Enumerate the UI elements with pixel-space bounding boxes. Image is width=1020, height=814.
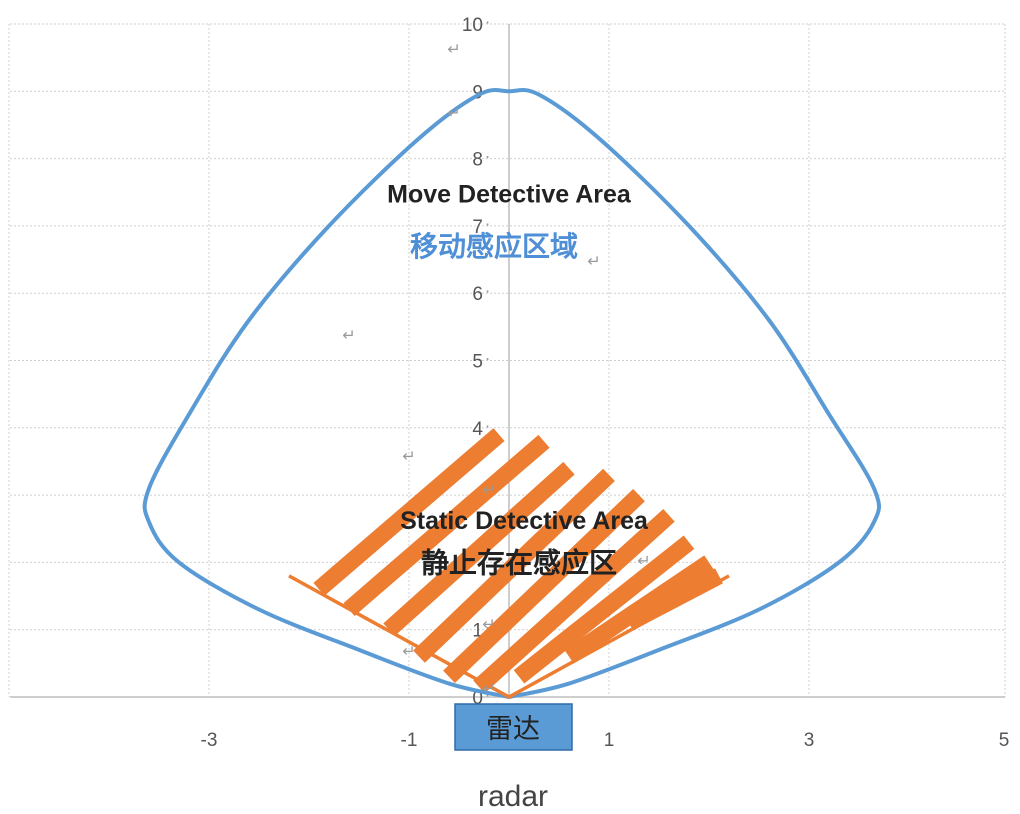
return-mark: ↵ — [587, 251, 600, 270]
static-detection-wedge — [288, 574, 730, 699]
y-tick-label: 5 — [472, 352, 483, 373]
y-tick-mark: · — [485, 215, 490, 234]
static-area-hatching — [313, 428, 723, 694]
y-tick-mark: · — [485, 13, 490, 32]
y-tick-label: 0 — [472, 688, 483, 709]
x-tick-label: 1 — [604, 730, 615, 751]
return-marks: ↵↵↵↵↵↵↵↵↵↵↵ — [342, 39, 650, 734]
radar-marker: 雷达 — [454, 703, 573, 751]
y-tick-label: 8 — [472, 150, 483, 171]
annotation-move-en: Move Detective Area — [387, 180, 632, 208]
move-detection-boundary — [142, 88, 881, 699]
return-mark: ↵ — [482, 679, 495, 698]
y-tick-label: 1 — [472, 621, 483, 642]
hatch-stripe — [343, 434, 550, 616]
y-tick-mark: · — [485, 350, 490, 369]
hatch-stripe — [383, 461, 575, 637]
radar-box-label: 雷达 — [486, 714, 540, 745]
hatch-stripe — [513, 535, 695, 684]
series-lines — [142, 88, 881, 699]
y-tick-mark: · — [485, 417, 490, 436]
gridlines — [8, 23, 1006, 697]
x-tick-label: 3 — [804, 730, 815, 751]
hatch-stripe — [443, 488, 645, 683]
y-tick-label: 10 — [462, 15, 483, 36]
radar-box — [454, 703, 573, 751]
y-tick-mark: · — [485, 282, 490, 301]
y-tick-label: 7 — [472, 217, 483, 238]
x-tick-label: 5 — [999, 730, 1010, 751]
return-mark: ↵ — [342, 325, 355, 344]
y-tick-mark: · — [485, 148, 490, 167]
return-mark: ↵ — [447, 39, 460, 58]
y-tick-label: 4 — [472, 419, 483, 440]
return-mark: ↵ — [402, 446, 415, 465]
x-tick-label: -3 — [201, 730, 218, 751]
hatch-stripe — [413, 468, 615, 663]
return-mark: ↵ — [402, 642, 415, 661]
return-mark: ↵ — [637, 551, 650, 570]
y-tick-label: 9 — [472, 82, 483, 103]
annotation-move-cn: 移动感应区域 — [410, 230, 578, 263]
x-axis-label: radar — [478, 780, 548, 813]
annotation-static-en: Static Detective Area — [400, 507, 649, 535]
return-mark: ↵ — [447, 103, 460, 122]
annotations: Move Detective Area 移动感应区域 Static Detectiv… — [387, 180, 649, 579]
y-tick-mark: · — [485, 686, 490, 705]
x-tick-label: -1 — [401, 730, 418, 751]
return-mark: ↵ — [482, 480, 495, 499]
y-tick-label: 6 — [472, 284, 483, 305]
return-mark: ↵ — [482, 615, 495, 634]
hatch-stripe — [625, 568, 723, 631]
hatch-stripe — [313, 428, 505, 596]
hatch-stripe — [473, 508, 675, 694]
annotation-static-cn: 静止存在感应区 — [421, 546, 617, 579]
